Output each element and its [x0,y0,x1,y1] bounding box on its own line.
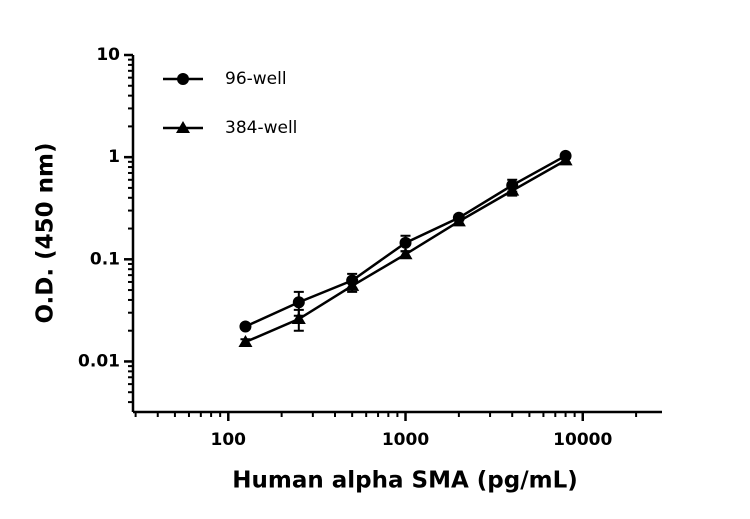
data-point [239,320,252,333]
y-axis-title: O.D. (450 nm) [33,142,59,323]
legend-marker [176,121,190,133]
legend-marker [177,73,189,85]
y-tick-label: 10 [96,45,120,65]
data-point [399,236,412,249]
x-axis-title: Human alpha SMA (pg/mL) [232,468,578,494]
data-point [398,247,413,260]
x-tick-label: 100 [211,430,247,450]
data-point [505,183,520,196]
data-point [291,312,306,325]
y-tick-label: 1 [108,147,120,167]
y-tick-label: 0.1 [90,249,120,269]
x-tick-label: 1000 [382,430,429,450]
legend-label: 384-well [225,118,297,138]
data-point [558,153,573,166]
data-point [292,296,305,309]
data-point [238,335,253,348]
legend-label: 96-well [225,69,287,89]
data-point [451,214,466,227]
y-tick-label: 0.01 [78,351,120,371]
data-point [345,278,360,291]
x-tick-label: 10000 [553,430,612,450]
